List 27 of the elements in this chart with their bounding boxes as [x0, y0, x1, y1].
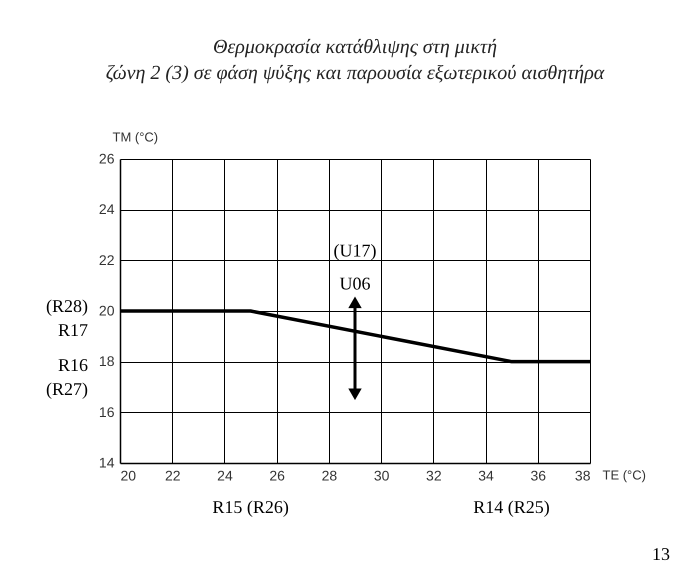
text: Θερμοκρασία κατάθλιψης στη μικτή [212, 36, 498, 58]
x-tick-label: 26 [269, 468, 286, 484]
text: R14 (R25) [473, 497, 550, 517]
y-tick-label: 22 [98, 252, 115, 268]
y-tick-label: 16 [98, 404, 115, 420]
x-tick-label: 24 [217, 468, 233, 484]
x-tick-label: 28 [322, 468, 338, 484]
y-axis-title: TM (°C) [112, 130, 158, 144]
annotation: (U17) U06 [334, 240, 376, 294]
x-tick-label: 20 [120, 468, 136, 484]
text: ζώνη 2 (3) σε φάση ψύξης και παρουσία εξωτερικού αισθητήρα [106, 62, 604, 84]
x-tick-label: 32 [426, 468, 442, 484]
y-tick-label: 26 [98, 150, 115, 166]
y-tick-label: 20 [98, 302, 115, 318]
text: 13 [652, 544, 670, 564]
y-tick-label: 14 [98, 454, 115, 470]
y-tick-label: 24 [98, 201, 115, 218]
text: R16 (R27) [46, 354, 88, 399]
y-tick-label: 18 [98, 353, 115, 370]
x-tick-label: 34 [478, 468, 494, 484]
x-tick-label: 38 [574, 468, 591, 484]
x-axis-title: TE (°C) [602, 468, 646, 482]
x-tick-label: 30 [374, 468, 390, 484]
text: (R28) R17 [46, 296, 88, 340]
text: R15 (R26) [212, 497, 289, 517]
x-tick-label: 36 [530, 468, 546, 484]
x-tick-label: 22 [164, 468, 181, 484]
